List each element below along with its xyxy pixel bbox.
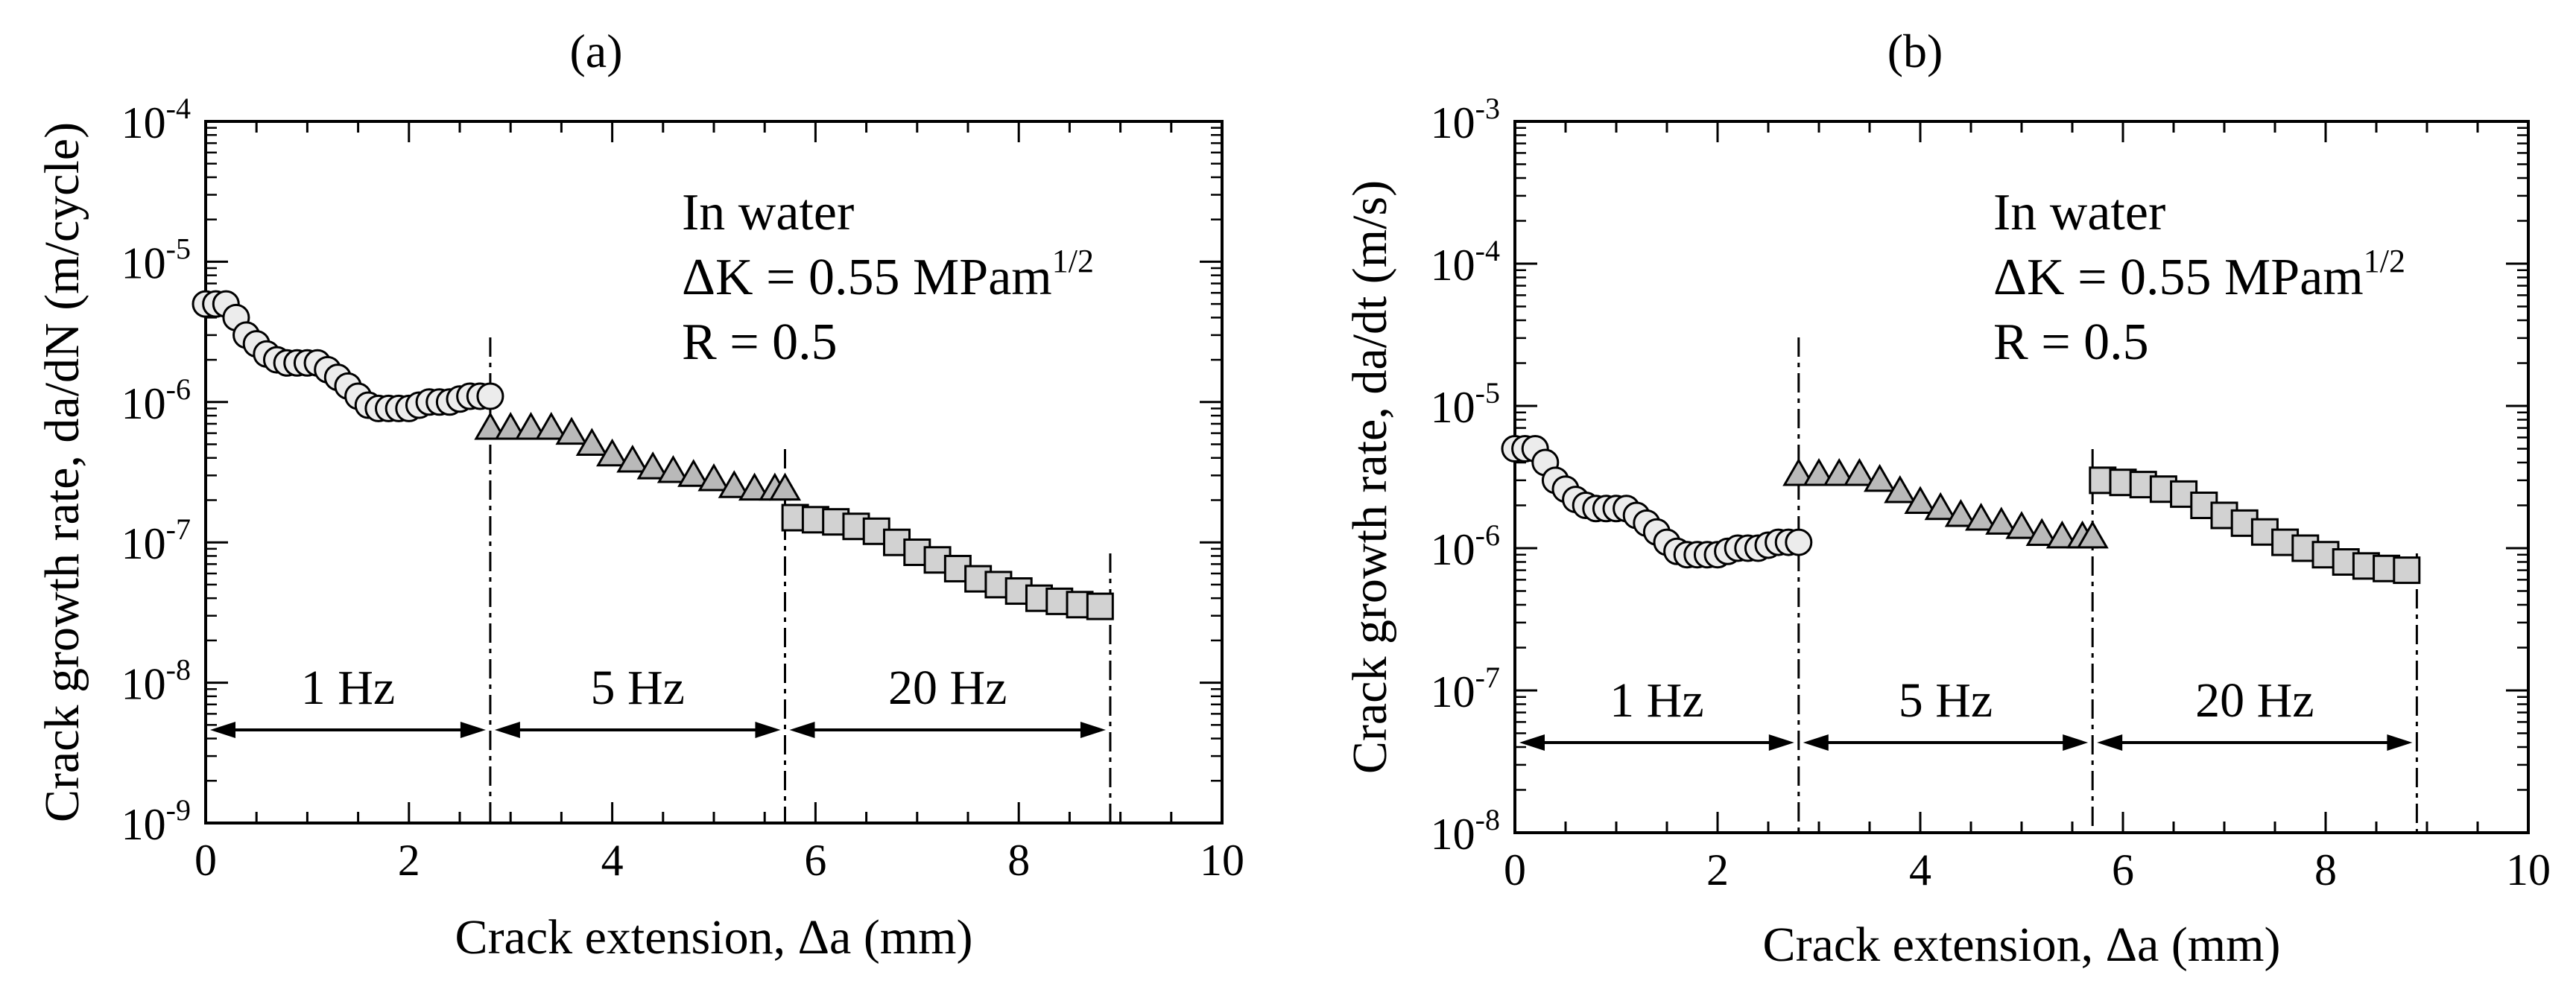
x-tick-label: 4	[601, 836, 624, 885]
data-point-triangle	[656, 455, 690, 483]
y-tick-label: 10-7	[1431, 661, 1500, 717]
y-tick-label: 10-7	[121, 512, 191, 568]
x-tick-label: 2	[398, 836, 420, 885]
x-tick-label: 8	[1007, 836, 1030, 885]
frequency-arrowhead-left	[789, 722, 815, 738]
data-point-triangle	[1884, 474, 1917, 503]
data-point-triangle	[2025, 518, 2058, 546]
y-tick-label: 10-6	[1431, 518, 1500, 574]
data-point-triangle	[575, 428, 608, 457]
chart-title: (b)	[1887, 25, 1943, 77]
annotation-environment: In water	[1993, 184, 2165, 241]
frequency-arrowhead-left	[210, 722, 235, 738]
data-point-triangle	[1782, 457, 1815, 486]
frequency-label: 1 Hz	[1610, 673, 1703, 728]
data-point-triangle	[616, 444, 649, 473]
x-tick-label: 0	[1504, 845, 1526, 895]
x-axis-label: Crack extension, Δa (mm)	[1763, 918, 2281, 972]
data-point-triangle	[697, 463, 730, 492]
data-point-triangle	[1985, 506, 2018, 535]
data-point-triangle	[677, 459, 710, 487]
x-tick-label: 6	[2112, 845, 2134, 895]
frequency-arrowhead-left	[494, 722, 520, 738]
series-5-hz	[474, 412, 802, 501]
annotation-r-ratio: R = 0.5	[682, 314, 838, 371]
y-tick-label: 10-5	[1431, 376, 1500, 432]
data-point-triangle	[555, 416, 588, 445]
data-point-triangle	[768, 472, 802, 501]
data-point-triangle	[1924, 492, 1957, 521]
frequency-label: 20 Hz	[888, 661, 1007, 715]
y-tick-label: 10-3	[1431, 92, 1500, 147]
data-point-triangle	[1864, 463, 1896, 492]
x-tick-label: 2	[1706, 845, 1729, 895]
y-tick-label: 10-8	[1431, 803, 1500, 859]
data-point-triangle	[1843, 457, 1876, 486]
frequency-label: 5 Hz	[590, 661, 684, 715]
x-tick-label: 6	[804, 836, 826, 885]
data-point-triangle	[636, 451, 669, 480]
data-point-triangle	[1904, 486, 1937, 514]
data-point-triangle	[596, 438, 629, 467]
data-point-circle	[1785, 528, 1813, 556]
y-axis-label: Crack growth rate, da/dN (m/cycle)	[35, 122, 89, 822]
frequency-arrowhead-right	[460, 722, 486, 738]
y-tick-label: 10-4	[121, 92, 191, 147]
x-axis-label: Crack extension, Δa (mm)	[455, 910, 973, 965]
y-tick-label: 10-9	[121, 793, 191, 849]
data-point-triangle	[535, 412, 568, 440]
data-point-triangle	[718, 470, 750, 498]
frequency-label: 5 Hz	[1899, 673, 1993, 728]
chart-panel-b: (b) 0 2 4 6 8 10 10-8 10-7 10-6 10-5 10-4 10-3 Crack …	[1343, 25, 2551, 972]
annotation-delta-k: ΔK = 0.55 MPam1/2	[1993, 243, 2405, 306]
x-tick-label: 0	[194, 836, 217, 885]
series-20-hz	[781, 503, 1114, 620]
series-1-hz	[192, 290, 504, 422]
chart-title: (a)	[569, 25, 622, 77]
frequency-label: 20 Hz	[2195, 673, 2314, 728]
data-point-triangle	[1803, 457, 1835, 486]
data-point-triangle	[1823, 457, 1855, 486]
x-tick-label: 4	[1909, 845, 1931, 895]
data-point-circle	[476, 382, 504, 410]
series-5-hz	[1782, 457, 2109, 549]
frequency-arrowhead-right	[755, 722, 781, 738]
annotation-delta-k: ΔK = 0.55 MPam1/2	[682, 243, 1094, 306]
frequency-arrowhead-right	[1768, 734, 1794, 751]
y-tick-label: 10-6	[121, 372, 191, 428]
data-point-square	[2393, 556, 2421, 585]
data-point-triangle	[1965, 503, 1998, 531]
annotation-environment: In water	[682, 184, 854, 241]
annotation-r-ratio: R = 0.5	[1993, 314, 2149, 371]
y-tick-label: 10-5	[121, 232, 191, 287]
data-point-triangle	[2005, 511, 2038, 539]
data-point-triangle	[514, 412, 548, 440]
series-20-hz	[2089, 466, 2421, 585]
data-point-triangle	[738, 472, 771, 501]
data-point-triangle	[2045, 520, 2078, 549]
data-point-triangle	[2076, 520, 2109, 549]
x-tick-label: 10	[1200, 836, 1244, 885]
data-point-triangle	[474, 412, 507, 440]
frequency-arrowhead-left	[2097, 734, 2123, 751]
data-point-square	[1086, 592, 1114, 620]
frequency-label: 1 Hz	[301, 661, 395, 715]
y-tick-label: 10-4	[1431, 234, 1500, 290]
frequency-arrowhead-right	[1080, 722, 1106, 738]
series-1-hz	[1501, 434, 1813, 569]
x-tick-label: 10	[2506, 845, 2551, 895]
x-tick-label: 8	[2314, 845, 2337, 895]
frequency-arrowhead-left	[1519, 734, 1545, 751]
data-point-triangle	[1944, 498, 1977, 527]
frequency-arrowhead-right	[2063, 734, 2089, 751]
data-point-triangle	[494, 412, 527, 440]
frequency-arrowhead-left	[1803, 734, 1829, 751]
y-tick-label: 10-8	[121, 653, 191, 709]
frequency-arrowhead-right	[2387, 734, 2413, 751]
y-axis-label: Crack growth rate, da/dt (m/s)	[1343, 180, 1397, 774]
chart-panel-a: (a) 0 2 4 6 8 10 10-9 10-8 10-7 10-6 10-5 10-4 Crack …	[35, 25, 1244, 965]
